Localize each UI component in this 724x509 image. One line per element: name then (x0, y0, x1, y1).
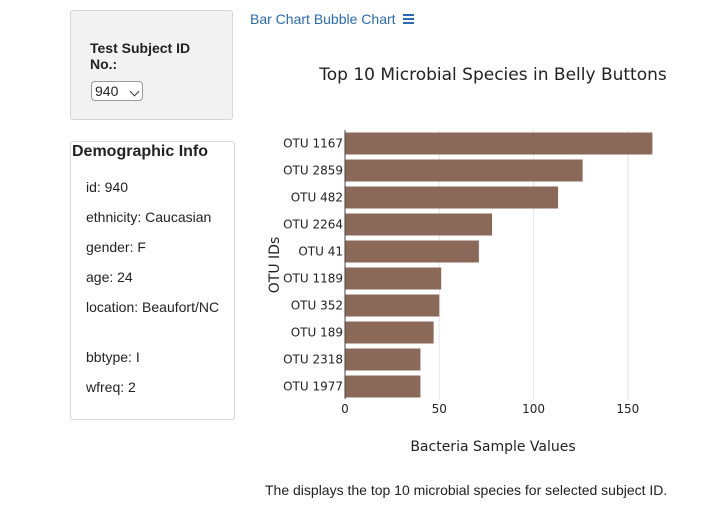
y-tick-label: OTU 2859 (283, 164, 343, 178)
y-tick-label: OTU 41 (298, 245, 343, 259)
x-tick-label: 0 (341, 402, 349, 416)
y-tick-label: OTU 352 (291, 299, 343, 313)
demo-age: age: 24 (86, 269, 133, 285)
chevron-down-icon (129, 86, 140, 97)
chart-title: Top 10 Microbial Species in Belly Button… (318, 65, 667, 85)
demo-bbtype: bbtype: I (86, 349, 140, 365)
demo-id: id: 940 (86, 179, 129, 195)
bar[interactable] (345, 213, 493, 236)
chart-nav: Bar Chart Bubble Chart (250, 11, 415, 27)
microbial-species-bar-chart: Top 10 Microbial Species in Belly Button… (267, 65, 667, 455)
bar[interactable] (345, 240, 479, 263)
y-tick-label: OTU 2318 (283, 353, 343, 367)
chart-caption: The displays the top 10 microbial specie… (265, 482, 668, 498)
bar[interactable] (345, 294, 440, 317)
subject-id-dropdown[interactable]: 940 (91, 81, 143, 101)
bar[interactable] (345, 186, 559, 209)
y-tick-label: OTU 189 (291, 326, 343, 340)
bar[interactable] (345, 159, 583, 182)
demo-wfreq: wfreq: 2 (86, 379, 136, 395)
x-axis-title: Bacteria Sample Values (410, 439, 575, 455)
subject-id-value: 940 (95, 83, 119, 99)
bar[interactable] (345, 132, 653, 155)
subject-select-panel: Test Subject ID No.: 940 (70, 10, 233, 120)
demo-gender: gender: F (86, 239, 146, 255)
demographic-info-panel: Demographic Info id: 940 ethnicity: Cauc… (70, 141, 235, 420)
y-tick-label: OTU 1167 (283, 137, 343, 151)
nav-bar-chart-link[interactable]: Bar Chart (250, 11, 310, 27)
y-axis-title: OTU IDs (267, 237, 283, 293)
bar[interactable] (345, 321, 434, 344)
demo-ethnicity: ethnicity: Caucasian (86, 209, 212, 225)
x-tick-label: 150 (616, 402, 639, 416)
demographic-info-title: Demographic Info (72, 143, 209, 160)
hamburger-menu-icon[interactable] (403, 14, 415, 25)
y-tick-label: OTU 1977 (283, 380, 343, 394)
y-tick-label: OTU 482 (291, 191, 343, 205)
x-tick-label: 50 (432, 402, 447, 416)
subject-select-label: Test Subject ID No.: (90, 40, 191, 72)
demo-location: location: Beaufort/NC (86, 299, 220, 315)
x-tick-label: 100 (522, 402, 545, 416)
bar[interactable] (345, 348, 421, 371)
bar[interactable] (345, 375, 421, 398)
y-tick-label: OTU 1189 (283, 272, 343, 286)
y-tick-label: OTU 2264 (283, 218, 343, 232)
bar[interactable] (345, 267, 442, 290)
nav-bubble-chart-link[interactable]: Bubble Chart (313, 11, 396, 27)
